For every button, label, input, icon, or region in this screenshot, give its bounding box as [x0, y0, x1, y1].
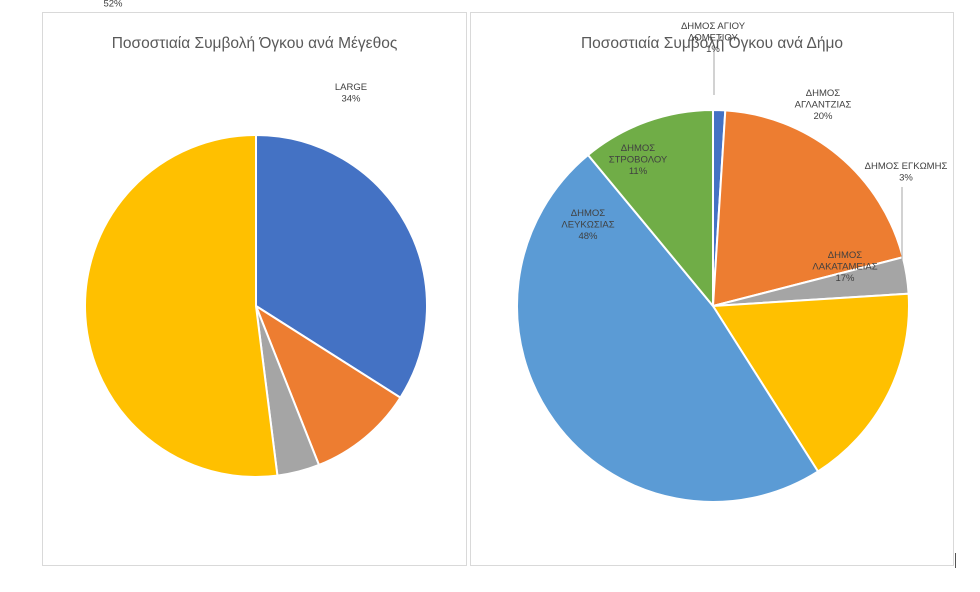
chart-title: Ποσοστιαία Συμβολή Όγκου ανά Μέγεθος [111, 35, 398, 52]
pie-chart-by-municipality: Ποσοστιαία Συμβολή Όγκου ανά Δήμο ΔΗΜΟΣ … [470, 12, 954, 566]
slice-data-label: ΔΗΜΟΣ ΛΑΚΑΤΑΜΕΙΑΣ 17% [812, 250, 877, 284]
slice-data-label: ΔΗΜΟΣ ΑΓΛΑΝΤΖΙΑΣ 20% [795, 88, 852, 122]
pie-slice-δημος-λακαταμειας [711, 292, 910, 473]
slice-data-label: ΔΗΜΟΣ ΑΓΙΟΥ ΔΟΜΕΤΙΟΥ 1% [681, 21, 746, 55]
pie-slice-medium [253, 303, 402, 467]
slice-data-label: ΔΗΜΟΣ ΣΤΡΟΒΟΛΟΥ 11% [609, 143, 668, 177]
slice-data-label: ΔΗΜΟΣ ΛΕΥΚΩΣΙΑΣ 48% [561, 208, 614, 242]
chart-title: Ποσοστιαία Συμβολή Όγκου ανά Δήμο [580, 35, 844, 52]
pie-slice-δημος-λευκωσιας [516, 153, 820, 503]
slice-data-label: VERY SMALL52% [83, 0, 142, 10]
pie-slice-δημος-στροβολου [586, 108, 714, 309]
slice-data-label: ΔΗΜΟΣ ΕΓΚΩΜΗΣ 3% [865, 161, 948, 184]
pie-plot-area: ΔΗΜΟΣ ΑΓΙΟΥ ΔΟΜΕΤΙΟΥ 1% ΔΗΜΟΣ ΑΓΛΑΝΤΖΙΑΣ 20% Δ… [516, 21, 948, 503]
pie-slice-δημος-αγλαντζιας [711, 109, 905, 308]
pie-chart-by-size: Ποσοστιαία Συμβολή Όγκου ανά Μέγεθος LAR… [42, 0, 467, 566]
cursor-mark [955, 553, 956, 568]
pie-slice-very-small [84, 133, 279, 478]
slice-data-label: LARGE 34% [335, 82, 367, 105]
